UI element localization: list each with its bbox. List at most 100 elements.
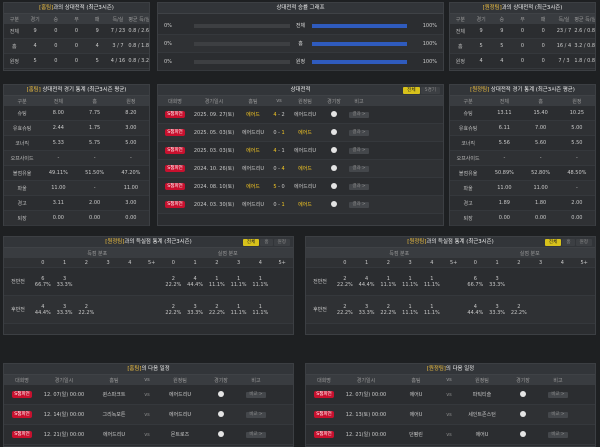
home-team[interactable]: 에어드리U <box>241 202 265 208</box>
match-stats-away-panel: [원정팀] 상대전적 경기 통계 (최근3시즌 평균) 구분 전체 홈 원정 슈팅 13… <box>449 84 596 226</box>
column-header: 전체 <box>499 98 509 105</box>
away-team[interactable]: 에어드리U <box>293 148 317 154</box>
stadium-icon[interactable] <box>331 110 337 117</box>
stadium-icon[interactable] <box>331 200 337 207</box>
league-badge[interactable]: S챔피언 <box>12 411 32 418</box>
league-badge[interactable]: S챔피언 <box>165 183 185 190</box>
away-team[interactable]: 에어드 <box>298 166 312 172</box>
vs-cell: vs <box>144 411 150 418</box>
home-team[interactable]: 에어드리U <box>241 130 265 136</box>
stadium-icon[interactable] <box>331 128 337 135</box>
away-team[interactable]: 몬트로즈 <box>170 432 190 438</box>
home-team[interactable]: 에어드리U <box>241 166 265 172</box>
compare-button[interactable]: 비교 > <box>548 432 568 438</box>
stadium-icon[interactable] <box>520 390 526 397</box>
winrate-bar-left <box>194 59 290 64</box>
toggle-1[interactable]: 5경기 <box>420 87 440 94</box>
stadium-icon[interactable] <box>331 164 337 171</box>
away-team[interactable]: 에어드 <box>298 130 312 136</box>
league-badge[interactable]: S챔피언 <box>165 111 185 118</box>
league-badge[interactable]: S챔피언 <box>12 391 32 398</box>
league-badge[interactable]: S챔피언 <box>314 431 334 438</box>
stadium-icon[interactable] <box>331 146 337 153</box>
result-button[interactable]: 결과 > <box>349 202 369 208</box>
away-team[interactable]: 에어드리U <box>293 112 317 118</box>
compare-button[interactable]: 비교 > <box>246 392 266 398</box>
away-team[interactable]: 파틱티슬 <box>472 392 492 398</box>
stadium-icon[interactable] <box>520 430 526 437</box>
league-badge[interactable]: S챔피언 <box>165 201 185 208</box>
winrate-left-value: 0% <box>164 58 172 65</box>
table-row: 코너킥 5.33 5.75 5.00 <box>4 136 149 151</box>
table-row: 홈 5 5 0 0 16 / 4 3.2 / 0.8 <box>450 39 595 54</box>
table-row: 원정 5 0 0 5 4 / 16 0.8 / 3.2 <box>4 54 149 69</box>
home-team[interactable]: 던펌린 <box>409 432 423 438</box>
toggle-0[interactable]: 전체 <box>544 239 562 246</box>
column-header: 원정팀 <box>173 377 187 384</box>
home-team[interactable]: 그리녹모튼 <box>102 412 126 418</box>
dist-cell: 3 33.3% <box>486 276 508 288</box>
bar-fill <box>311 23 407 28</box>
dist-half-label: 전반전 <box>313 279 327 285</box>
toggle-0[interactable]: 전체 <box>403 87 420 94</box>
home-team[interactable]: 에어드 <box>246 184 260 190</box>
table-row: 원정 4 4 0 0 7 / 3 1.8 / 0.8 <box>450 54 595 69</box>
result-button[interactable]: 결과 > <box>349 148 369 154</box>
table-cell: 2.00 <box>571 200 583 206</box>
venue-cell <box>322 146 346 155</box>
stadium-icon[interactable] <box>218 390 224 397</box>
home-team[interactable]: 에어U <box>409 412 423 418</box>
compare-button[interactable]: 비교 > <box>548 412 568 418</box>
result-button[interactable]: 결과 > <box>349 130 369 136</box>
column-header: 비고 <box>553 377 563 384</box>
venue-cell <box>206 410 236 419</box>
league-badge[interactable]: S챔피언 <box>165 165 185 172</box>
dist-count: 3 <box>495 275 499 282</box>
away-team[interactable]: 에어U <box>475 432 489 438</box>
league-badge[interactable]: S챔피언 <box>165 129 185 136</box>
league-cell: S챔피언 <box>4 411 40 418</box>
league-badge[interactable]: S챔피언 <box>314 391 334 398</box>
date-cell: 12. 07(일) 00:00 <box>43 392 85 398</box>
home-score: 5 <box>273 183 277 190</box>
home-team[interactable]: 에어드 <box>246 112 260 118</box>
home-team[interactable]: 에어U <box>409 392 423 398</box>
toggle-2[interactable]: 원정 <box>273 239 290 246</box>
home-team[interactable]: 에어드리U <box>102 432 126 438</box>
away-team[interactable]: 에어드리U <box>168 412 192 418</box>
league-badge[interactable]: S챔피언 <box>314 411 334 418</box>
column-header: 원정팀 <box>475 377 489 384</box>
toggle-1[interactable]: 홈 <box>260 239 273 246</box>
away-team[interactable]: 세인트존스턴 <box>468 412 496 418</box>
dist-pct: 11.1% <box>402 281 419 288</box>
toggle-0[interactable]: 전체 <box>242 239 260 246</box>
dist-pct: 33.3% <box>187 309 204 316</box>
away-team[interactable]: 에어드리U <box>168 392 192 398</box>
league-badge[interactable]: S챔피언 <box>165 147 185 154</box>
compare-button[interactable]: 비교 > <box>246 412 266 418</box>
compare-button[interactable]: 비교 > <box>246 432 266 438</box>
result-button[interactable]: 결과 > <box>349 166 369 172</box>
result-button[interactable]: 결과 > <box>349 112 369 118</box>
winrate-label: 홈 <box>298 41 303 47</box>
dist-cell: 1 11.1% <box>250 304 272 316</box>
stadium-icon[interactable] <box>331 182 337 189</box>
stadium-icon[interactable] <box>520 410 526 417</box>
league-badge[interactable]: S챔피언 <box>12 431 32 438</box>
home-team[interactable]: 에어드 <box>246 148 260 154</box>
score-cell: 4 - 2 <box>270 112 288 118</box>
result-button[interactable]: 결과 > <box>349 184 369 190</box>
away-team[interactable]: 에어드리U <box>293 184 317 190</box>
away-team[interactable]: 에어드 <box>298 202 312 208</box>
table-row: 파울 11.00 - 11.00 <box>4 181 149 196</box>
toggle-2[interactable]: 원정 <box>575 239 592 246</box>
h2h-row: S챔피언 2024. 08. 10(토) 에어드 5 - 0 에어드리U 결과 > <box>158 178 443 196</box>
date-cell: 12. 07(일) 00:00 <box>345 392 387 398</box>
stadium-icon[interactable] <box>218 410 224 417</box>
stadium-icon[interactable] <box>218 430 224 437</box>
compare-button[interactable]: 비교 > <box>548 392 568 398</box>
dist-pct: 11.1% <box>208 281 225 288</box>
toggle-1[interactable]: 홈 <box>562 239 575 246</box>
home-team[interactable]: 퀸스파크트 <box>102 392 126 398</box>
dist-pct: 11.1% <box>423 309 440 316</box>
